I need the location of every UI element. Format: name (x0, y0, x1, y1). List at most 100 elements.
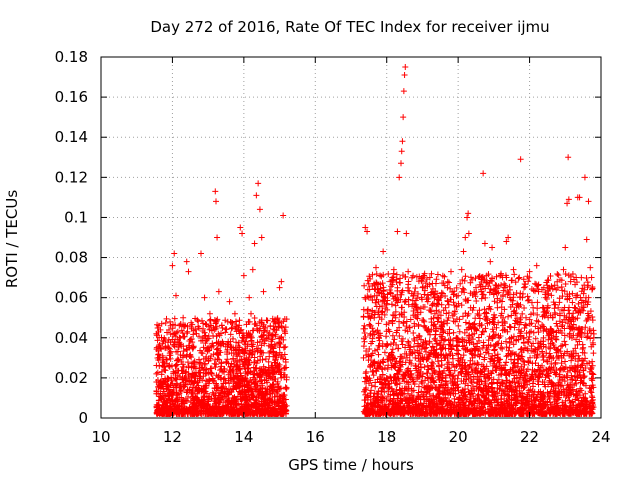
data-point (530, 304, 537, 311)
data-point (444, 284, 451, 291)
data-point (262, 324, 269, 331)
y-tick-label: 0.12 (55, 168, 88, 186)
data-point (412, 354, 419, 361)
data-point (417, 370, 424, 377)
data-point (558, 354, 565, 361)
data-point (473, 284, 479, 291)
data-point (192, 326, 199, 333)
data-point (506, 294, 513, 301)
data-points (153, 64, 597, 405)
data-point (196, 360, 203, 367)
data-point (173, 292, 179, 299)
data-point (480, 170, 487, 177)
data-point (456, 358, 463, 365)
data-point (515, 326, 522, 333)
data-point (455, 292, 462, 299)
data-point (571, 366, 578, 373)
data-point (464, 214, 471, 221)
data-point (440, 318, 447, 325)
data-point (396, 174, 403, 181)
data-point (435, 390, 442, 397)
data-point (537, 324, 544, 331)
data-point (205, 344, 212, 351)
plot-frame (100, 56, 602, 419)
data-point (519, 294, 526, 301)
x-tick-label: 22 (520, 428, 539, 446)
data-point (430, 360, 437, 367)
chart-title: Day 272 of 2016, Rate Of TEC Index for r… (150, 18, 549, 36)
data-point (474, 374, 481, 381)
data-point (210, 324, 217, 331)
data-point (528, 374, 535, 381)
data-point (212, 188, 219, 195)
data-point (544, 358, 551, 365)
data-point (371, 314, 378, 321)
data-point (458, 266, 465, 273)
data-point (503, 238, 510, 245)
data-point (471, 330, 478, 337)
data-point (496, 334, 503, 341)
data-point (501, 318, 508, 325)
data-point (402, 64, 409, 71)
data-point (264, 370, 271, 377)
data-point (523, 314, 529, 321)
data-point (248, 310, 254, 317)
data-point (273, 354, 279, 361)
data-point (376, 342, 383, 349)
data-point (426, 384, 433, 391)
data-point (481, 240, 488, 247)
data-point (165, 362, 172, 369)
data-point (399, 138, 406, 145)
data-point (167, 322, 174, 329)
data-point (490, 290, 497, 297)
data-point (567, 278, 574, 285)
x-tick-label: 24 (591, 428, 610, 446)
data-point (449, 312, 456, 319)
data-point (410, 378, 417, 385)
data-point (487, 258, 494, 265)
data-point (573, 294, 579, 301)
data-point (253, 192, 260, 199)
data-point (589, 286, 596, 293)
data-point (364, 228, 371, 235)
data-point (162, 344, 169, 351)
data-point (565, 196, 572, 203)
data-point (421, 318, 428, 325)
data-point (360, 354, 367, 361)
x-tick-label: 18 (377, 428, 396, 446)
data-point (187, 352, 194, 359)
data-point (267, 390, 274, 397)
data-point (400, 88, 407, 95)
data-point (469, 354, 476, 361)
data-point (251, 240, 258, 247)
data-point (392, 314, 399, 321)
data-point (439, 344, 446, 351)
data-point (283, 384, 290, 391)
data-point (565, 154, 572, 161)
data-point (174, 328, 181, 335)
data-point (240, 272, 247, 279)
data-point (433, 340, 440, 347)
data-point (485, 342, 492, 349)
data-point (581, 174, 588, 181)
data-point (201, 294, 208, 301)
data-point (274, 378, 281, 385)
data-point (198, 250, 204, 257)
data-point (408, 290, 415, 297)
data-point (499, 378, 506, 385)
data-point (517, 156, 524, 163)
tick-labels: 10 12 14 16 18 20 22 24 0 0.02 0.04 0.06 0.08 0.1 0.12… (55, 48, 611, 446)
data-point (431, 310, 438, 317)
data-point (446, 350, 453, 357)
x-tick-label: 16 (306, 428, 325, 446)
data-point (260, 288, 267, 295)
axis-ticks (100, 56, 602, 419)
x-tick-label: 14 (234, 428, 253, 446)
data-point (583, 236, 590, 243)
data-point (562, 244, 569, 251)
data-point (560, 266, 567, 273)
data-point (373, 264, 379, 271)
y-tick-label: 0.14 (55, 128, 88, 146)
data-point (378, 290, 385, 297)
data-point (219, 338, 226, 345)
